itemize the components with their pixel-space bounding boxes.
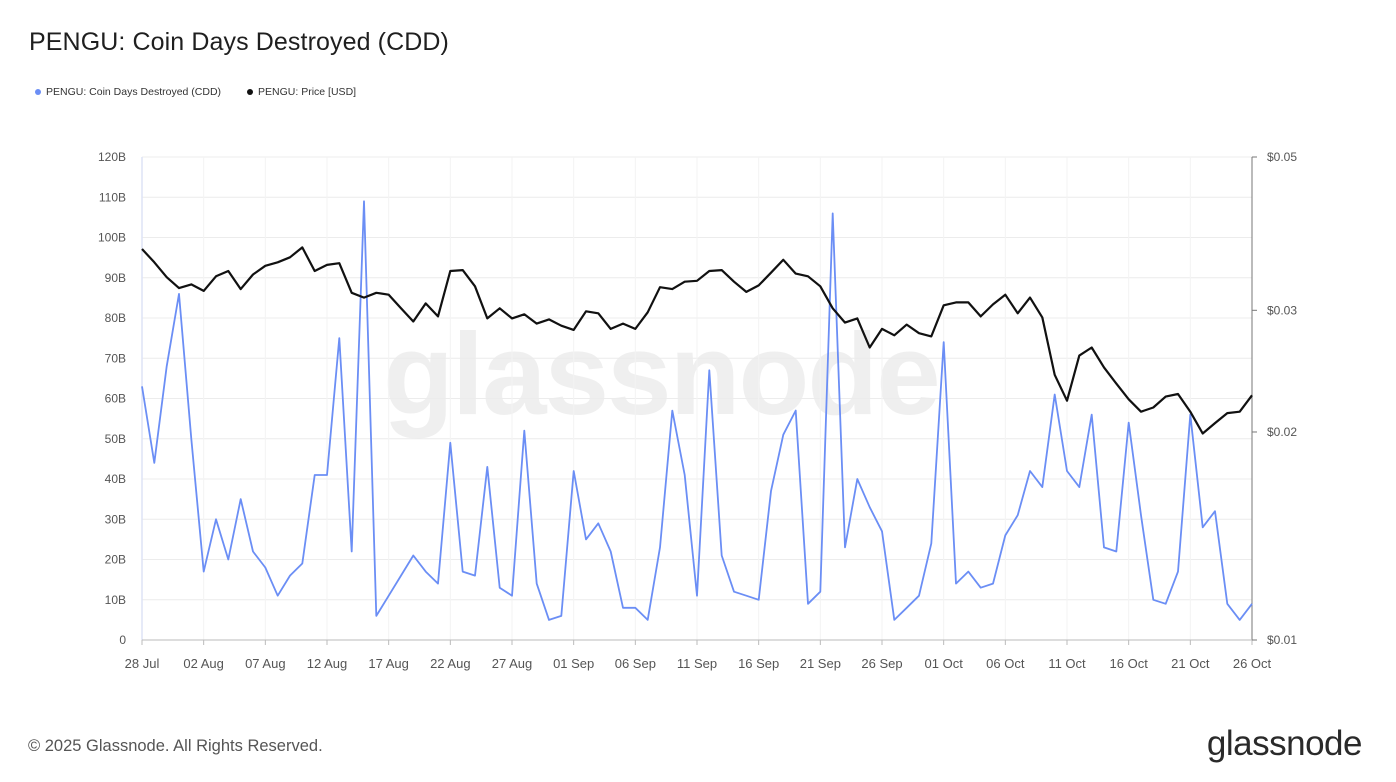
y-left-tick-label: 100B [98,231,126,245]
x-tick-label: 11 Oct [1048,656,1086,671]
legend-dot-cdd [35,89,41,95]
x-tick-label: 01 Oct [925,656,964,671]
legend-dot-price [247,89,254,95]
y-right-tick-label: $0.03 [1267,303,1297,317]
series-line-cdd [141,200,1253,621]
y-left-tick-label: 70B [105,351,126,365]
x-tick-label: 28 Jul [125,656,160,671]
glassnode-logo: glassnode [1206,724,1363,763]
x-tick-label: 26 Sep [861,656,902,671]
y-left-tick-label: 10B [105,593,126,607]
x-tick-label: 06 Sep [615,656,656,671]
series-line-price [141,246,1253,435]
legend-label-price: PENGU: Price [USD] [258,86,357,98]
legend-item-price[interactable]: PENGU: Price [USD] [247,86,356,98]
x-tick-label: 16 Oct [1110,656,1149,671]
x-tick-label: 16 Sep [738,656,779,671]
y-right-tick-label: $0.01 [1267,633,1297,647]
x-tick-label: 26 Oct [1233,656,1272,671]
x-tick-label: 12 Aug [307,656,348,671]
y-right-tick-label: $0.02 [1267,425,1297,439]
y-left-tick-label: 30B [105,512,126,526]
y-left-tick-label: 120B [98,150,126,164]
x-tick-label: 11 Sep [677,656,717,671]
y-left-tick-label: 20B [105,553,126,567]
chart-title: PENGU: Coin Days Destroyed (CDD) [29,28,449,56]
x-tick-label: 21 Sep [800,656,841,671]
legend-item-cdd[interactable]: PENGU: Coin Days Destroyed (CDD) [35,86,221,98]
y-left-tick-label: 90B [105,271,126,285]
x-tick-label: 27 Aug [492,656,533,671]
x-tick-label: 01 Sep [553,656,594,671]
x-tick-label: 07 Aug [245,656,286,671]
x-tick-label: 17 Aug [368,656,409,671]
x-tick-label: 22 Aug [430,656,471,671]
x-tick-label: 21 Oct [1171,656,1210,671]
watermark: glassnode [383,309,941,439]
y-left-tick-label: 110B [99,190,126,204]
legend-label-cdd: PENGU: Coin Days Destroyed (CDD) [46,86,222,98]
legend: PENGU: Coin Days Destroyed (CDD) PENGU: … [35,86,356,98]
y-left-tick-label: 80B [105,311,126,325]
y-left-tick-label: 50B [105,432,126,446]
y-left-tick-label: 40B [105,472,126,486]
y-left-tick-label: 0 [119,633,126,647]
y-left-tick-label: 60B [105,392,126,406]
x-tick-label: 02 Aug [183,656,224,671]
y-right-tick-label: $0.05 [1267,150,1297,164]
x-tick-label: 06 Oct [986,656,1025,671]
copyright-footer: © 2025 Glassnode. All Rights Reserved. [28,737,323,755]
